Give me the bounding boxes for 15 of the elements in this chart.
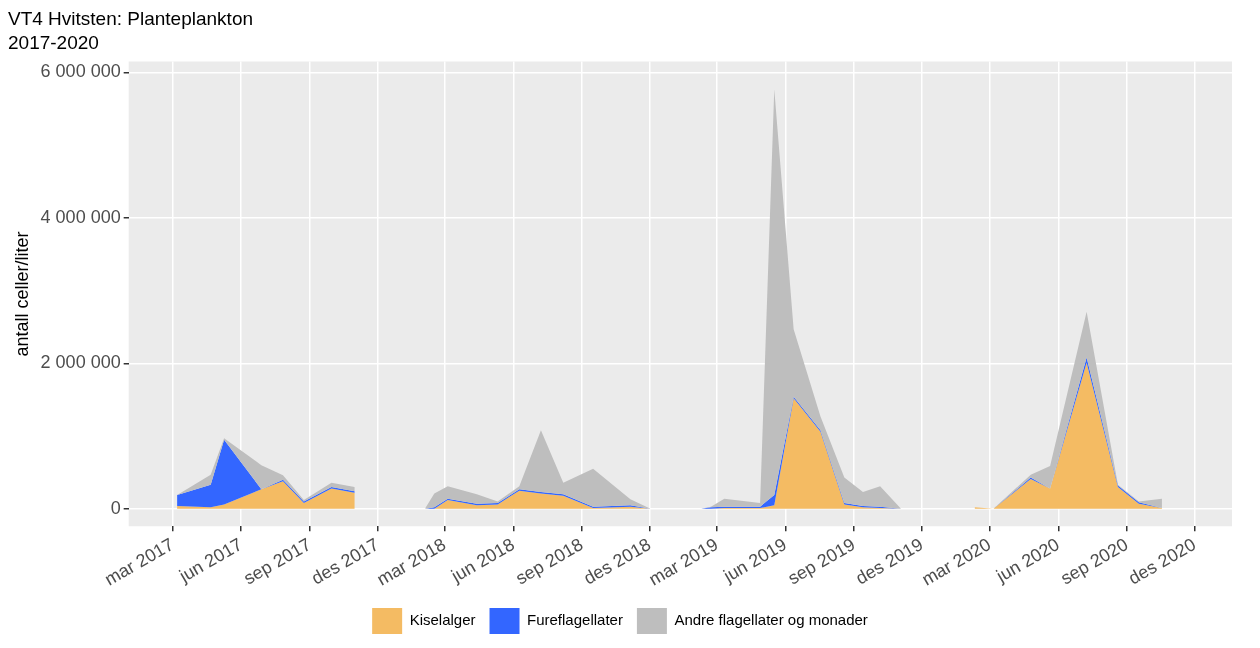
legend-label: Fureflagellater — [527, 611, 623, 629]
y-tick-label: 4 000 000 — [40, 206, 121, 227]
chart-subtitle: 2017-2020 — [8, 32, 99, 54]
x-tick-label: jun 2019 — [719, 534, 790, 587]
legend-label: Andre flagellater og monader — [674, 611, 868, 629]
y-tick-label: 2 000 000 — [40, 352, 121, 373]
y-axis-title: antall celler/liter — [11, 231, 32, 357]
y-tick-label: 0 — [110, 497, 121, 518]
x-tick-label: jun 2018 — [447, 534, 518, 587]
x-tick-label: jun 2017 — [175, 534, 246, 587]
legend-label: Kiselalger — [409, 611, 476, 629]
x-tick-label: mar 2017 — [101, 534, 178, 590]
chart-title: VT4 Hvitsten: Planteplankton — [8, 7, 254, 29]
x-tick-label: jun 2020 — [992, 534, 1063, 587]
y-tick-label: 6 000 000 — [40, 61, 121, 82]
